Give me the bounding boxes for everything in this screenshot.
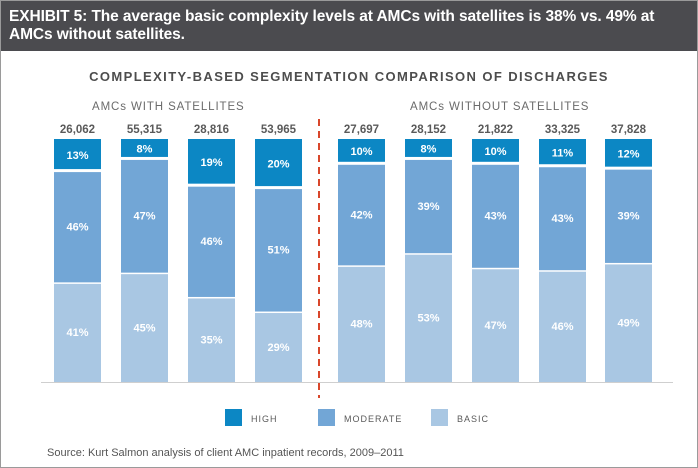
data-label: 39% bbox=[417, 201, 439, 213]
exhibit-header: EXHIBIT 5: The average basic complexity … bbox=[1, 1, 697, 51]
bar-segment-basic bbox=[338, 266, 385, 382]
data-label: 10% bbox=[350, 146, 372, 158]
data-label: 49% bbox=[617, 317, 639, 329]
data-label: 43% bbox=[551, 213, 573, 225]
bar-total-label: 26,062 bbox=[60, 124, 95, 136]
bar-total-label: 53,965 bbox=[261, 124, 297, 136]
data-label: 8% bbox=[421, 144, 437, 156]
data-label: 47% bbox=[133, 211, 155, 223]
exhibit-title: EXHIBIT 5: The average basic complexity … bbox=[9, 8, 655, 43]
data-label: 29% bbox=[267, 342, 289, 354]
bar-total-label: 27,697 bbox=[344, 124, 379, 136]
bar-segment-basic bbox=[472, 269, 519, 382]
data-label: 46% bbox=[200, 236, 222, 248]
bar-segment-moderate bbox=[121, 159, 168, 273]
data-label: 35% bbox=[200, 334, 222, 346]
bar-segment-basic bbox=[405, 254, 452, 382]
legend-swatch-basic bbox=[431, 409, 448, 426]
bar-segment-moderate bbox=[472, 164, 519, 268]
data-label: 51% bbox=[267, 245, 289, 257]
bar-segment-high bbox=[605, 139, 652, 167]
data-label: 46% bbox=[66, 221, 88, 233]
bar-total-label: 28,152 bbox=[411, 124, 446, 136]
bar-segment-moderate bbox=[605, 169, 652, 263]
data-label: 43% bbox=[484, 211, 506, 223]
data-label: 13% bbox=[66, 150, 88, 162]
bar-segment-high bbox=[405, 139, 452, 157]
data-label: 19% bbox=[200, 157, 222, 169]
legend-label-basic: BASIC bbox=[457, 414, 489, 424]
data-label: 53% bbox=[417, 313, 439, 325]
source-note: Source: Kurt Salmon analysis of client A… bbox=[47, 447, 404, 459]
data-label: 48% bbox=[350, 319, 372, 331]
data-label: 11% bbox=[552, 147, 574, 159]
bar-segment-moderate bbox=[255, 189, 302, 312]
group-label-with-satellites: AMCs WITH SATELLITES bbox=[92, 101, 245, 113]
bar-segment-moderate bbox=[539, 167, 586, 271]
bar-total-label: 33,325 bbox=[545, 124, 581, 136]
data-label: 8% bbox=[137, 144, 153, 156]
bar-segment-basic bbox=[255, 313, 302, 382]
data-label: 41% bbox=[66, 327, 88, 339]
bar-total-label: 21,822 bbox=[478, 124, 513, 136]
legend-swatch-high bbox=[225, 409, 242, 426]
bar-segment-moderate bbox=[188, 186, 235, 297]
bar-total-label: 28,816 bbox=[194, 124, 229, 136]
bar-segment-basic bbox=[54, 283, 101, 382]
bar-segment-high bbox=[472, 139, 519, 162]
chart-title: COMPLEXITY-BASED SEGMENTATION COMPARISON… bbox=[89, 69, 609, 84]
legend-swatch-moderate bbox=[318, 409, 335, 426]
data-label: 45% bbox=[133, 322, 155, 334]
bar-segment-moderate bbox=[338, 164, 385, 266]
bar-segment-moderate bbox=[405, 159, 452, 254]
data-label: 47% bbox=[484, 320, 506, 332]
data-label: 39% bbox=[617, 211, 639, 223]
bar-total-label: 37,828 bbox=[611, 124, 647, 136]
data-label: 12% bbox=[617, 149, 639, 161]
bar-segment-high bbox=[54, 139, 101, 170]
bar-segment-basic bbox=[539, 271, 586, 382]
data-label: 46% bbox=[551, 321, 573, 333]
legend-label-moderate: MODERATE bbox=[344, 414, 402, 424]
data-label: 20% bbox=[267, 158, 289, 170]
bar-segment-high bbox=[255, 139, 302, 187]
bar-segment-basic bbox=[605, 264, 652, 382]
bar-segment-moderate bbox=[54, 172, 101, 283]
bar-segment-high bbox=[539, 139, 586, 165]
legend-label-high: HIGH bbox=[251, 414, 278, 424]
data-label: 42% bbox=[350, 209, 372, 221]
bar-segment-high bbox=[188, 139, 235, 184]
group-label-without-satellites: AMCs WITHOUT SATELLITES bbox=[410, 101, 590, 113]
bar-segment-high bbox=[338, 139, 385, 162]
bar-segment-basic bbox=[188, 298, 235, 382]
data-label: 10% bbox=[484, 146, 506, 158]
bar-segment-basic bbox=[121, 274, 168, 382]
bar-total-label: 55,315 bbox=[127, 124, 163, 136]
bar-segment-high bbox=[121, 139, 168, 157]
